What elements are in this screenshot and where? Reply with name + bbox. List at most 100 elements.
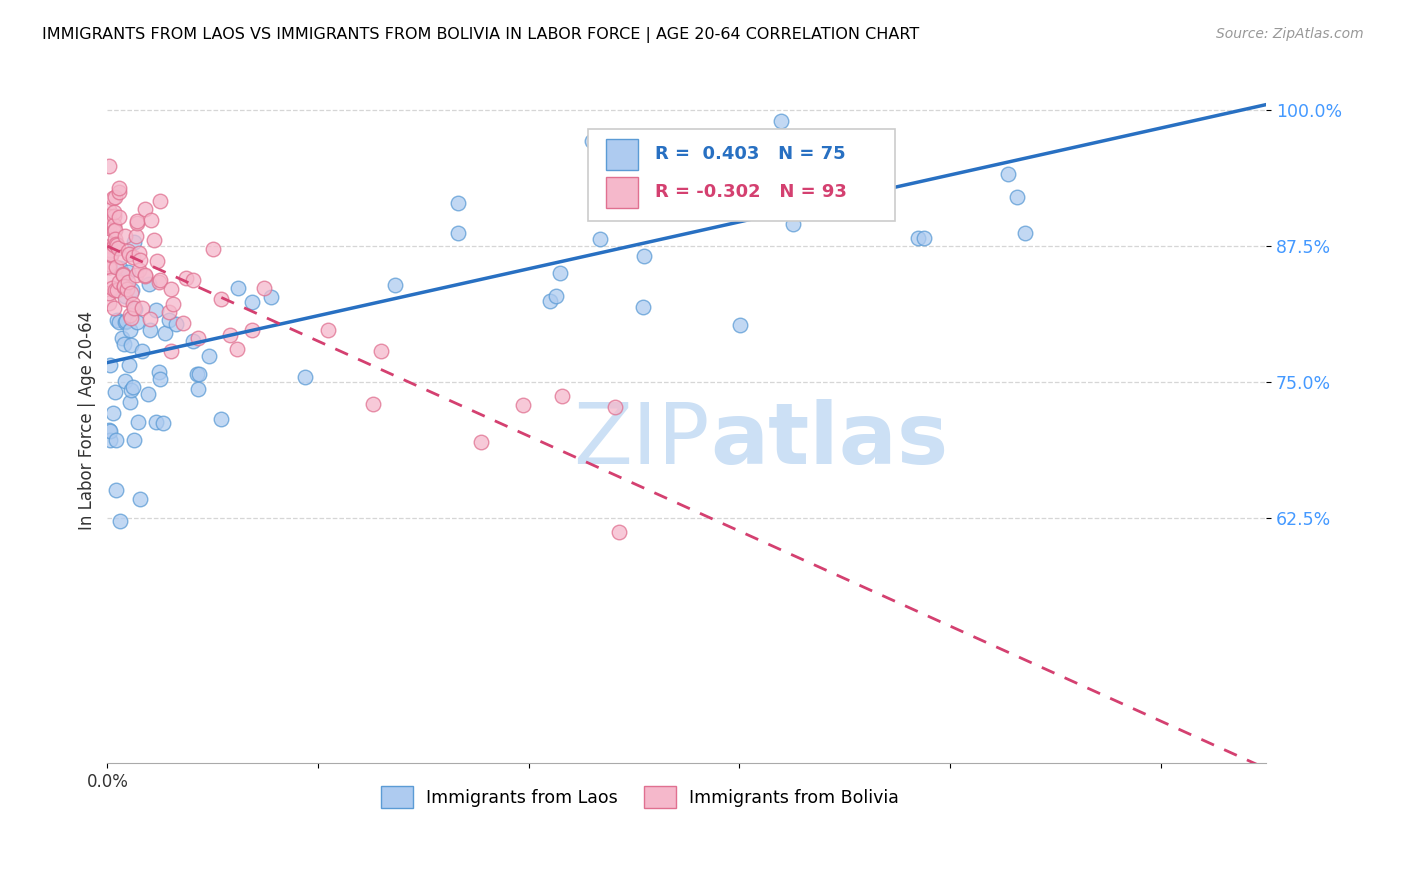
Point	[240, 294, 263, 309]
Y-axis label: In Labor Force | Age 20-64: In Labor Force | Age 20-64	[79, 310, 96, 530]
Point	[98, 260, 121, 275]
Point	[131, 301, 153, 316]
Point	[98, 296, 121, 310]
Text: ZIP: ZIP	[574, 400, 710, 483]
Point	[127, 214, 149, 228]
Point	[139, 311, 162, 326]
Point	[157, 305, 180, 319]
Point	[125, 315, 148, 329]
Point	[361, 397, 384, 411]
Point	[152, 416, 174, 430]
Point	[103, 238, 125, 252]
Point	[225, 342, 247, 356]
Point	[103, 204, 125, 219]
Point	[138, 277, 160, 292]
Point	[172, 316, 194, 330]
Point	[187, 382, 209, 396]
Point	[128, 262, 150, 277]
Point	[110, 250, 132, 264]
Point	[219, 328, 242, 343]
Text: R =  0.403   N = 75: R = 0.403 N = 75	[655, 145, 846, 163]
Point	[770, 114, 793, 128]
Point	[1014, 227, 1036, 241]
Point	[124, 301, 146, 316]
Point	[124, 301, 146, 316]
Point	[181, 273, 204, 287]
Point	[100, 248, 122, 262]
Point	[103, 209, 125, 223]
Point	[98, 423, 121, 437]
FancyBboxPatch shape	[588, 128, 896, 221]
Point	[128, 491, 150, 506]
Point	[209, 293, 232, 307]
Point	[548, 266, 571, 280]
FancyBboxPatch shape	[606, 177, 638, 208]
Point	[142, 233, 165, 247]
Text: atlas: atlas	[710, 400, 948, 483]
Point	[633, 249, 655, 263]
Point	[633, 300, 655, 314]
Point	[384, 278, 406, 293]
Point	[100, 281, 122, 295]
Point	[98, 244, 121, 258]
Point	[209, 412, 232, 426]
Point	[997, 167, 1019, 181]
Point	[607, 524, 630, 539]
Point	[114, 374, 136, 388]
Point	[145, 415, 167, 429]
Point	[148, 276, 170, 290]
Point	[316, 323, 339, 337]
Point	[538, 293, 561, 308]
Point	[447, 226, 470, 240]
Point	[157, 313, 180, 327]
Point	[121, 284, 143, 298]
Point	[118, 247, 141, 261]
Point	[512, 399, 534, 413]
Point	[202, 242, 225, 256]
Point	[104, 284, 127, 298]
Point	[149, 194, 172, 209]
Point	[153, 326, 176, 341]
Point	[101, 406, 124, 420]
Point	[122, 235, 145, 249]
Point	[120, 286, 142, 301]
Point	[112, 279, 135, 293]
Point	[145, 254, 167, 268]
Point	[134, 202, 156, 216]
Point	[149, 273, 172, 287]
Point	[581, 134, 603, 148]
Point	[125, 217, 148, 231]
Point	[100, 424, 122, 438]
Point	[108, 185, 131, 199]
Text: IMMIGRANTS FROM LAOS VS IMMIGRANTS FROM BOLIVIA IN LABOR FORCE | AGE 20-64 CORRE: IMMIGRANTS FROM LAOS VS IMMIGRANTS FROM …	[42, 27, 920, 43]
Point	[145, 303, 167, 318]
Point	[104, 384, 127, 399]
Point	[162, 297, 184, 311]
Point	[100, 247, 122, 261]
Point	[114, 292, 136, 306]
Point	[114, 229, 136, 244]
FancyBboxPatch shape	[606, 139, 638, 170]
Point	[122, 433, 145, 447]
Point	[105, 433, 128, 447]
Point	[105, 238, 128, 252]
Point	[821, 135, 844, 149]
Point	[181, 334, 204, 349]
Point	[148, 365, 170, 379]
Point	[98, 358, 121, 372]
Point	[120, 308, 142, 322]
Legend: Immigrants from Laos, Immigrants from Bolivia: Immigrants from Laos, Immigrants from Bo…	[374, 780, 907, 814]
Point	[117, 275, 139, 289]
Point	[588, 232, 610, 246]
Point	[122, 380, 145, 394]
Point	[104, 190, 127, 204]
Point	[159, 344, 181, 359]
Text: Source: ZipAtlas.com: Source: ZipAtlas.com	[1216, 27, 1364, 41]
Point	[98, 285, 121, 300]
Point	[117, 282, 139, 296]
Point	[120, 394, 142, 409]
Point	[111, 267, 134, 281]
Point	[226, 281, 249, 295]
Point	[103, 224, 125, 238]
Point	[108, 181, 131, 195]
